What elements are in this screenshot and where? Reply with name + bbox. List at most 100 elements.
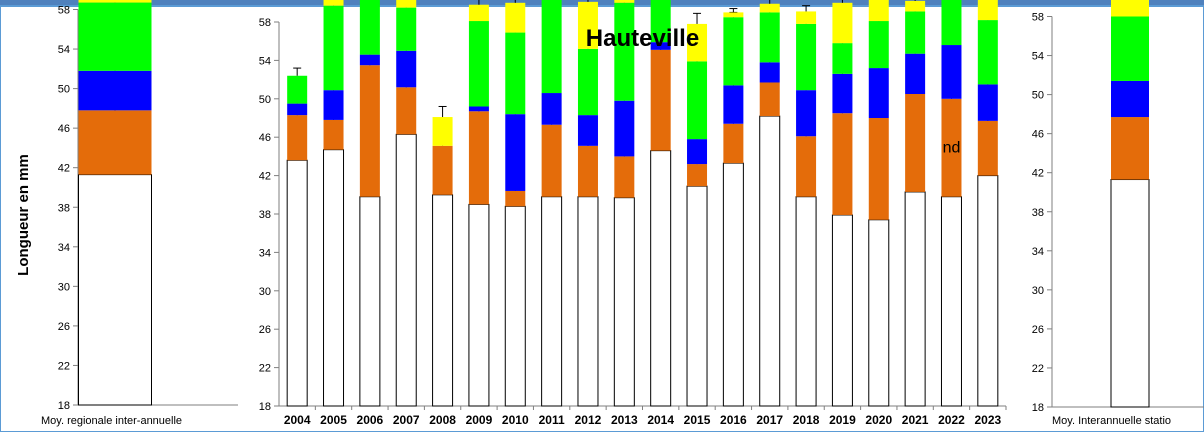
bar-segment [1111,117,1149,180]
x-tick-label: 2017 [756,413,783,427]
bar-segment [868,0,889,22]
bar-segment [359,65,380,197]
bar-segment [759,82,780,117]
plot-1: 18 22 26 30 34 38 42 46 50 54 58 Moy. regionale int… [41,0,238,427]
plot-2: 18 22 26 30 34 38 42 46 50 54 58 2004 2005 2006 2007 20… [259,0,1007,427]
bar-segment [686,185,708,407]
bar-segment [650,150,672,407]
x-axis-label: Moy. Interannuelle statio [1052,415,1171,427]
y-tick-label: 22 [259,363,271,375]
bar-segment [832,43,853,74]
y-tick-label: 26 [259,324,271,336]
y-tick-label: 18 [259,401,271,413]
bar-segment [832,2,853,44]
y-tick-label: 26 [1032,324,1044,336]
x-tick-label: 2005 [320,413,347,427]
annotation-nd: nd [943,140,961,157]
bar-segment [868,219,890,407]
x-tick-label: 2016 [720,413,747,427]
bar-segment [868,21,889,69]
bar-segment [504,205,526,407]
bar-segment [541,0,562,94]
bar-segment [432,145,453,195]
bar-segment [904,191,926,407]
y-tick-label: 46 [259,132,271,144]
bar-segment [78,2,152,71]
y-tick-label: 30 [58,281,70,293]
y-tick-label: 46 [58,123,70,135]
y-tick-label: 42 [1032,168,1044,180]
bar-segment [287,115,308,161]
x-tick-label: 2007 [393,413,420,427]
y-tick-label: 54 [259,55,271,67]
plot-3: 18 22 26 30 34 38 42 46 50 54 58 Moy. Interannuelle… [1032,0,1204,427]
y-tick-label: 46 [1032,129,1044,141]
bar-segment [1111,0,1149,17]
bar-segment [468,203,490,407]
header-band [0,0,1204,6]
x-tick-label: 2006 [357,413,384,427]
x-tick-label: 2010 [502,413,529,427]
bar-segment [723,17,744,86]
x-tick-label: 2020 [865,413,892,427]
x-tick-label: 2012 [575,413,602,427]
bar-segment [723,123,744,164]
bar-segment [1111,80,1149,118]
bar-segment [650,0,671,43]
bar-segment [941,98,962,197]
x-tick-label: 2021 [902,413,929,427]
bar-segment [977,84,998,121]
y-tick-label: 34 [259,247,271,259]
x-tick-label: 2013 [611,413,638,427]
bar-segment [396,87,417,135]
y-tick-label: 38 [259,209,271,221]
bar-segment [432,117,453,146]
x-tick-label: 2015 [684,413,711,427]
bar-segment [759,115,781,407]
bar-segment [723,85,744,124]
bar-segment [468,4,489,22]
bar-segment [1111,16,1149,81]
outer-frame [0,5,1204,432]
bar-segment [323,0,344,6]
bar-segment [650,49,671,151]
x-axis-label: Moy. regionale inter-annuelle [41,415,182,427]
x-tick-label: 2022 [938,413,965,427]
bar-segment [868,118,889,220]
y-tick-label: 54 [58,44,70,56]
bar-segment [614,156,635,198]
x-tick-label: 2014 [647,413,674,427]
chart-title: Hauteville [586,25,699,52]
y-tick-label: 30 [1032,285,1044,297]
bar-segment [505,190,526,207]
x-tick-label: 2011 [539,413,565,427]
y-tick-label: 26 [58,321,70,333]
bar-segment [287,103,308,116]
x-tick-label: 2009 [466,413,493,427]
bar-segment [977,20,998,85]
bar-segment [468,21,489,107]
bar-segment [905,94,926,192]
y-tick-label: 34 [1032,246,1044,258]
bar-segment [396,50,417,88]
bar-segment [78,110,152,175]
bar-segment [577,115,598,146]
bar-segment [977,0,998,21]
bar-segment [614,0,635,3]
y-tick-label: 58 [259,17,271,29]
bar-segment [541,196,563,407]
bar-segment [613,197,635,407]
y-tick-label: 42 [58,163,70,175]
bar-segment [432,194,454,407]
bar-segment [759,62,780,83]
bar-segment [977,120,998,176]
y-tick-label: 50 [58,84,70,96]
bar-segment [796,136,817,197]
y-tick-label: 38 [1032,207,1044,219]
bar-segment [78,174,152,406]
bar-segment [905,53,926,94]
y-tick-label: 58 [58,5,70,17]
x-tick-label: 2004 [284,413,311,427]
bar-segment [650,42,671,50]
